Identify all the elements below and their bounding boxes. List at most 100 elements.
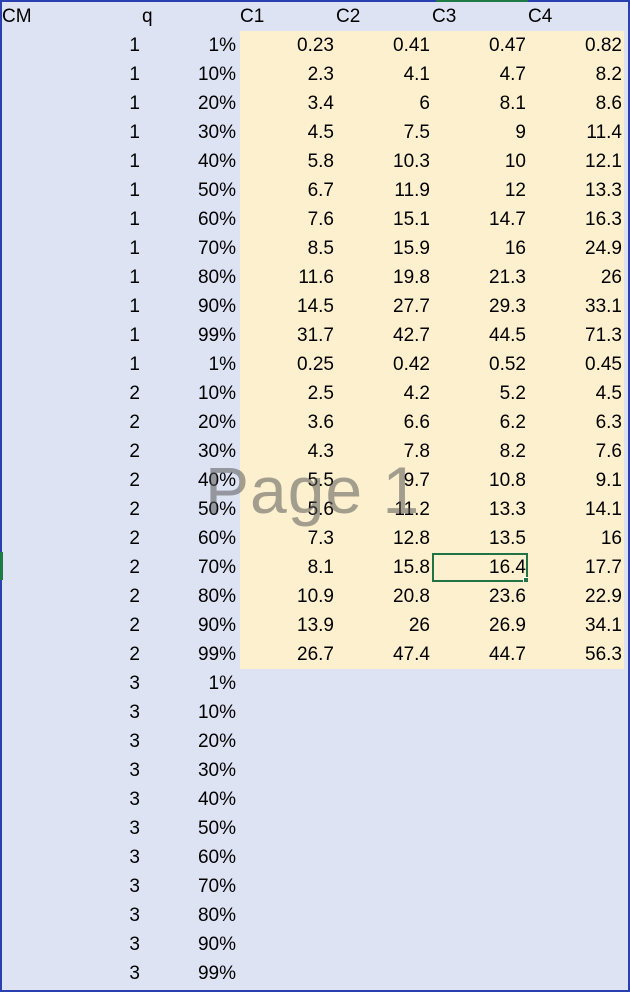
cell-c3[interactable]: 29.3 xyxy=(432,292,528,321)
header-cell-c1[interactable]: C1 xyxy=(240,5,265,27)
header-cell-c4[interactable]: C4 xyxy=(528,5,553,27)
cell-c4[interactable]: 12.1 xyxy=(528,147,624,176)
cell-c1[interactable] xyxy=(240,756,336,785)
cell-c2[interactable] xyxy=(336,698,432,727)
cell-q[interactable]: 60% xyxy=(197,208,236,230)
cell-c2[interactable] xyxy=(336,901,432,930)
cell-q[interactable]: 70% xyxy=(197,875,236,897)
cell-q[interactable]: 1% xyxy=(208,672,236,694)
cell-c1[interactable]: 13.9 xyxy=(240,611,336,640)
cell-c1[interactable]: 7.3 xyxy=(240,524,336,553)
cell-c2[interactable] xyxy=(336,959,432,988)
cell-c1[interactable]: 8.1 xyxy=(240,553,336,582)
cell-c1[interactable]: 31.7 xyxy=(240,321,336,350)
cell-q[interactable]: 40% xyxy=(197,150,236,172)
cell-c2[interactable]: 10.3 xyxy=(336,147,432,176)
cell-cm[interactable]: 1 xyxy=(129,34,140,56)
cell-c1[interactable]: 3.4 xyxy=(240,89,336,118)
cell-c2[interactable] xyxy=(336,669,432,698)
cell-c3[interactable]: 13.3 xyxy=(432,495,528,524)
header-cell-c3[interactable]: C3 xyxy=(432,5,457,27)
cell-c3[interactable]: 9 xyxy=(432,118,528,147)
cell-c4[interactable]: 34.1 xyxy=(528,611,624,640)
cell-q[interactable]: 20% xyxy=(197,730,236,752)
cell-cm[interactable]: 1 xyxy=(129,92,140,114)
cell-c4[interactable] xyxy=(528,698,624,727)
cell-c4[interactable]: 22.9 xyxy=(528,582,624,611)
cell-c3[interactable]: 13.5 xyxy=(432,524,528,553)
cell-c4[interactable]: 16 xyxy=(528,524,624,553)
cell-c3[interactable]: 8.1 xyxy=(432,89,528,118)
cell-c3[interactable]: 0.47 xyxy=(432,31,528,60)
cell-c4[interactable] xyxy=(528,930,624,959)
cell-c2[interactable] xyxy=(336,785,432,814)
cell-c2[interactable]: 7.5 xyxy=(336,118,432,147)
cell-c2[interactable] xyxy=(336,872,432,901)
cell-c3[interactable]: 5.2 xyxy=(432,379,528,408)
cell-cm[interactable]: 2 xyxy=(129,643,140,665)
cell-cm[interactable]: 3 xyxy=(129,962,140,984)
cell-c2[interactable]: 6.6 xyxy=(336,408,432,437)
cell-cm[interactable]: 3 xyxy=(129,672,140,694)
cell-c3[interactable] xyxy=(432,669,528,698)
cell-q[interactable]: 70% xyxy=(197,237,236,259)
cell-c2[interactable]: 4.1 xyxy=(336,60,432,89)
cell-c4[interactable]: 4.5 xyxy=(528,379,624,408)
cell-c2[interactable]: 20.8 xyxy=(336,582,432,611)
cell-c2[interactable] xyxy=(336,843,432,872)
cell-c2[interactable]: 19.8 xyxy=(336,263,432,292)
cell-c4[interactable] xyxy=(528,872,624,901)
cell-c1[interactable] xyxy=(240,843,336,872)
cell-cm[interactable]: 1 xyxy=(129,63,140,85)
cell-c2[interactable]: 15.1 xyxy=(336,205,432,234)
cell-c4[interactable] xyxy=(528,901,624,930)
cell-q[interactable]: 90% xyxy=(197,614,236,636)
cell-c2[interactable]: 11.2 xyxy=(336,495,432,524)
cell-c4[interactable]: 14.1 xyxy=(528,495,624,524)
cell-c1[interactable]: 5.5 xyxy=(240,466,336,495)
cell-q[interactable]: 99% xyxy=(197,962,236,984)
cell-c4[interactable] xyxy=(528,727,624,756)
cell-c3[interactable]: 26.9 xyxy=(432,611,528,640)
cell-c1[interactable]: 6.7 xyxy=(240,176,336,205)
cell-c4[interactable] xyxy=(528,756,624,785)
cell-c1[interactable]: 4.3 xyxy=(240,437,336,466)
cell-c1[interactable] xyxy=(240,785,336,814)
cell-c3[interactable] xyxy=(432,930,528,959)
cell-c1[interactable] xyxy=(240,930,336,959)
cell-q[interactable]: 99% xyxy=(197,643,236,665)
cell-c2[interactable]: 26 xyxy=(336,611,432,640)
cell-q[interactable]: 1% xyxy=(208,353,236,375)
cell-c2[interactable]: 15.9 xyxy=(336,234,432,263)
cell-c1[interactable]: 2.3 xyxy=(240,60,336,89)
cell-c4[interactable]: 56.3 xyxy=(528,640,624,669)
cell-c4[interactable]: 0.45 xyxy=(528,350,624,379)
cell-c1[interactable] xyxy=(240,814,336,843)
cell-cm[interactable]: 3 xyxy=(129,788,140,810)
cell-c2[interactable]: 11.9 xyxy=(336,176,432,205)
cell-c2[interactable]: 27.7 xyxy=(336,292,432,321)
cell-c2[interactable]: 0.41 xyxy=(336,31,432,60)
header-cell-cm[interactable]: CM xyxy=(2,5,32,27)
cell-c4[interactable]: 7.6 xyxy=(528,437,624,466)
cell-q[interactable]: 80% xyxy=(197,266,236,288)
cell-q[interactable]: 70% xyxy=(197,556,236,578)
cell-cm[interactable]: 3 xyxy=(129,904,140,926)
cell-c4[interactable] xyxy=(528,843,624,872)
cell-q[interactable]: 20% xyxy=(197,411,236,433)
header-cell-c2[interactable]: C2 xyxy=(336,5,361,27)
cell-q[interactable]: 30% xyxy=(197,121,236,143)
cell-c2[interactable]: 42.7 xyxy=(336,321,432,350)
cell-cm[interactable]: 3 xyxy=(129,817,140,839)
cell-c4[interactable]: 9.1 xyxy=(528,466,624,495)
cell-cm[interactable]: 3 xyxy=(129,730,140,752)
cell-selected[interactable]: 16.4 xyxy=(432,553,528,582)
cell-c1[interactable]: 5.8 xyxy=(240,147,336,176)
cell-c1[interactable] xyxy=(240,901,336,930)
cell-c2[interactable] xyxy=(336,814,432,843)
cell-q[interactable]: 30% xyxy=(197,440,236,462)
cell-c3[interactable]: 10 xyxy=(432,147,528,176)
cell-c1[interactable]: 7.6 xyxy=(240,205,336,234)
cell-cm[interactable]: 2 xyxy=(129,411,140,433)
cell-c2[interactable] xyxy=(336,930,432,959)
